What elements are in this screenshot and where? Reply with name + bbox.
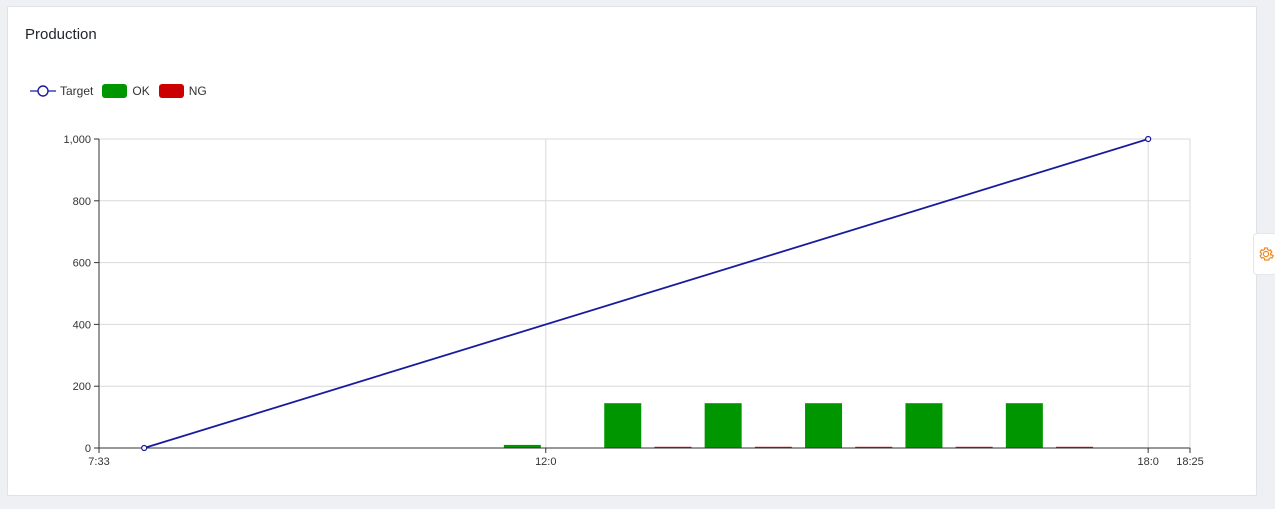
settings-tab[interactable] — [1253, 233, 1275, 275]
chart-legend: Target OK NG — [30, 82, 216, 100]
x-tick-label: 7:33 — [88, 456, 109, 468]
y-tick-label: 600 — [73, 258, 91, 270]
legend-swatch-ng — [158, 84, 184, 98]
bar-ok[interactable] — [805, 403, 843, 448]
target-point[interactable] — [1145, 135, 1152, 143]
gear-icon — [1259, 247, 1275, 261]
bar-ng[interactable] — [754, 446, 792, 448]
bar-ng[interactable] — [855, 446, 893, 448]
bar-ok[interactable] — [704, 403, 742, 448]
x-tick-label: 18:0 — [1137, 456, 1158, 468]
legend-item-ok[interactable]: OK — [102, 84, 150, 98]
bar-ng[interactable] — [1056, 446, 1094, 448]
x-tick-label: 18:25 — [1176, 456, 1204, 468]
legend-label-ng: NG — [188, 84, 207, 98]
bar-ok[interactable] — [604, 403, 642, 448]
legend-label-ok: OK — [132, 84, 150, 98]
bar-ng[interactable] — [955, 446, 993, 448]
bar-ok[interactable] — [1005, 403, 1043, 448]
bar-ok[interactable] — [905, 403, 943, 448]
legend-item-ng[interactable]: NG — [158, 84, 207, 98]
y-tick-label: 0 — [85, 443, 91, 455]
legend-swatch-ok — [102, 84, 128, 98]
y-tick-label: 200 — [73, 381, 91, 393]
line-circle-icon — [30, 85, 56, 97]
x-tick-label: 12:0 — [535, 456, 556, 468]
y-tick-label: 400 — [73, 319, 91, 331]
target-line — [143, 138, 1149, 449]
bar-ok[interactable] — [503, 444, 541, 448]
card-title: Production — [25, 26, 97, 43]
y-tick-label: 1,000 — [63, 134, 91, 146]
target-point[interactable] — [141, 444, 148, 452]
legend-item-target[interactable]: Target — [30, 84, 93, 98]
bar-ng[interactable] — [654, 446, 692, 448]
y-tick-label: 800 — [73, 196, 91, 208]
legend-label-target: Target — [60, 84, 94, 98]
